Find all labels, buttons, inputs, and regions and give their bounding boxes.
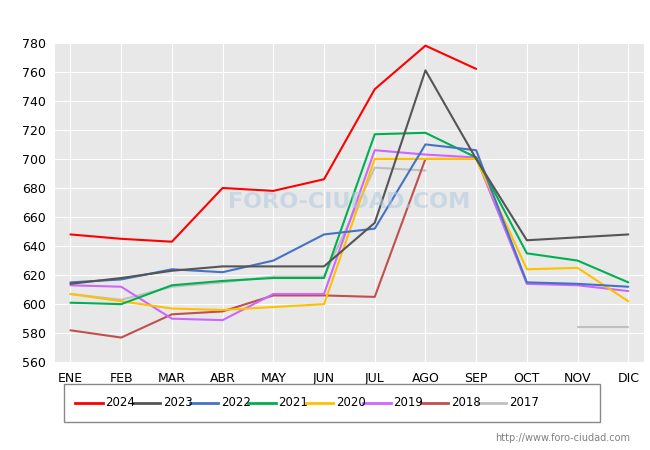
Text: 2018: 2018: [451, 396, 481, 409]
Text: 2022: 2022: [221, 396, 250, 409]
FancyBboxPatch shape: [64, 384, 600, 422]
Text: Afiliados en Laxe a 30/9/2024: Afiliados en Laxe a 30/9/2024: [191, 10, 459, 28]
Text: 2021: 2021: [278, 396, 308, 409]
Text: 2020: 2020: [336, 396, 366, 409]
Text: 2024: 2024: [105, 396, 135, 409]
Text: FORO-CIUDAD.COM: FORO-CIUDAD.COM: [228, 193, 471, 212]
Text: 2019: 2019: [393, 396, 423, 409]
Text: 2017: 2017: [509, 396, 539, 409]
Text: 2023: 2023: [163, 396, 193, 409]
Text: http://www.foro-ciudad.com: http://www.foro-ciudad.com: [495, 432, 630, 443]
